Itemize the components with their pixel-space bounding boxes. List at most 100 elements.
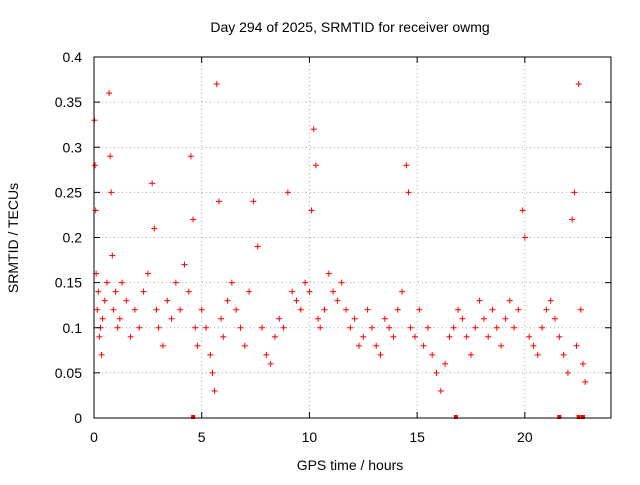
zero-value-marker [557,415,562,419]
data-point [455,306,462,313]
data-point [107,153,114,160]
x-tick-label: 5 [198,429,206,445]
data-point [140,288,147,295]
data-points [91,81,589,419]
data-point [330,288,337,295]
data-point [315,315,322,322]
x-tick-label: 0 [90,429,98,445]
data-point [450,324,457,331]
data-point [373,342,380,349]
data-point [551,315,558,322]
x-tick-labels: 0 5 10 15 20 [90,429,533,445]
x-tick-label: 15 [409,429,425,445]
data-point [185,288,192,295]
data-point [267,360,274,367]
y-tick-label: 0 [74,410,82,426]
data-point [119,279,126,286]
data-point [446,333,453,340]
y-tick-label: 0.05 [55,365,82,381]
data-point [114,324,121,331]
data-point [207,351,214,358]
data-point [254,243,261,250]
zero-value-marker [453,415,458,419]
data-point [579,360,586,367]
y-tick-label: 0.15 [55,275,82,291]
data-point [297,306,304,313]
data-point [96,333,103,340]
data-point [250,198,257,205]
data-point [325,270,332,277]
zero-value-marker [191,415,196,419]
data-point [442,360,449,367]
data-point [203,324,210,331]
data-point [429,351,436,358]
data-point [463,333,470,340]
grid [94,57,611,418]
data-point [489,306,496,313]
data-point [571,189,578,196]
y-tick-label: 0.1 [63,320,83,336]
data-point [403,162,410,169]
data-point [334,297,341,304]
data-point [228,279,235,286]
chart-title: Day 294 of 2025, SRMTID for receiver owm… [210,19,489,35]
data-point [317,324,324,331]
data-point [224,297,231,304]
data-point [493,324,500,331]
data-point [539,324,546,331]
data-point [98,351,105,358]
data-point [394,306,401,313]
data-point [271,333,278,340]
data-point [308,207,315,214]
data-point [530,342,537,349]
data-point [220,333,227,340]
x-tick-label: 20 [517,429,533,445]
x-axis-label: GPS time / hours [297,457,404,473]
data-point [377,351,384,358]
y-tick-label: 0.4 [63,49,83,65]
data-point [127,333,134,340]
data-point [355,342,362,349]
data-point [215,198,222,205]
y-tick-label: 0.3 [63,139,83,155]
y-tick-label: 0.2 [63,230,83,246]
data-point [575,81,582,88]
data-point [151,225,158,232]
data-point [543,306,550,313]
data-point [144,270,151,277]
data-point [390,333,397,340]
y-tick-label: 0.35 [55,94,82,110]
y-tick-labels: 0 0.05 0.1 0.15 0.2 0.25 0.3 0.35 0.4 [55,49,82,426]
data-point [110,306,117,313]
data-point [476,297,483,304]
y-tick-label: 0.25 [55,184,82,200]
data-point [416,306,423,313]
data-point [381,315,388,322]
data-point [573,342,580,349]
data-point [424,324,431,331]
data-point [480,315,487,322]
data-point [506,297,513,304]
data-point [526,333,533,340]
data-point [399,288,406,295]
data-point [92,162,99,169]
data-point [547,297,554,304]
data-point [116,315,123,322]
data-point [360,333,367,340]
data-point [106,90,113,97]
data-point [172,279,179,286]
data-point [420,342,427,349]
data-point [108,189,115,196]
data-point [351,315,358,322]
data-point [213,81,220,88]
data-point [192,324,199,331]
data-point [534,351,541,358]
data-point [564,369,571,376]
data-point [187,153,194,160]
y-axis-label: SRMTID / TECUs [5,183,21,293]
data-point [276,315,283,322]
data-point [577,306,584,313]
data-point [347,324,354,331]
data-point [241,342,248,349]
